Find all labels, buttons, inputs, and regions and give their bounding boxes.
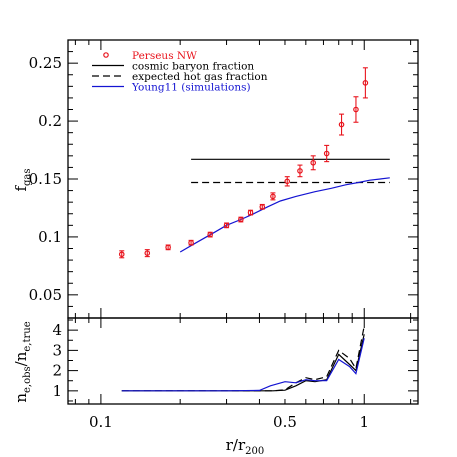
density-bias-panel-frame bbox=[67, 317, 419, 405]
data-point bbox=[144, 250, 151, 256]
legend-label: Perseus NW bbox=[132, 50, 197, 62]
top-y-axis-label-sub: gas bbox=[22, 168, 33, 186]
data-point bbox=[338, 121, 345, 128]
x-tick-label: 1 bbox=[359, 413, 369, 431]
data-point bbox=[118, 251, 125, 258]
y-tick-label: 0.15 bbox=[29, 170, 62, 188]
data-point bbox=[310, 159, 317, 166]
x-tick-label: 0.5 bbox=[273, 413, 297, 431]
data-point bbox=[323, 150, 330, 157]
bottom-y-axis-label-sub1: e,obs bbox=[22, 366, 33, 393]
gas-fraction-marks bbox=[118, 67, 390, 259]
data-point bbox=[207, 231, 213, 238]
density-bias-marks bbox=[121, 325, 365, 392]
data-point bbox=[188, 239, 194, 246]
gas-fraction-panel: 0.05 0.1 0.15 0.2 0.25 bbox=[29, 39, 419, 319]
x-tick-label: 0.1 bbox=[89, 413, 113, 431]
bottom-y-axis-label-n1: n bbox=[12, 393, 30, 403]
y-tick-label: 1 bbox=[52, 382, 62, 400]
y-tick-label: 0.25 bbox=[29, 54, 62, 72]
y-tick-label: 0.1 bbox=[38, 228, 62, 246]
bottom-y-axis-label-slash: /n bbox=[12, 351, 30, 366]
y-tick-label: 0.2 bbox=[38, 112, 62, 130]
data-point bbox=[362, 80, 369, 86]
legend-label: cosmic baryon fraction bbox=[132, 61, 254, 73]
data-point bbox=[223, 222, 230, 229]
x-axis-label-main: r/r bbox=[226, 436, 246, 454]
top-y-axis-label-main: f bbox=[12, 185, 30, 192]
x-axis-label: r/r200 bbox=[226, 436, 265, 457]
data-point bbox=[284, 178, 291, 185]
x-axis-label-sub: 200 bbox=[245, 446, 264, 457]
density-bias-axis-ticks: 1 2 3 4 0.1 0.5 1 bbox=[52, 318, 418, 431]
top-y-axis-label: fgas bbox=[12, 168, 33, 191]
legend-label: Young11 (simulations) bbox=[131, 82, 251, 94]
y-tick-label: 0.05 bbox=[29, 286, 62, 304]
series-line bbox=[179, 177, 390, 253]
data-point bbox=[353, 106, 359, 113]
bottom-y-axis-label-sub2: e,true bbox=[22, 321, 33, 351]
legend-label: expected hot gas fraction bbox=[132, 71, 268, 83]
series-line bbox=[121, 338, 365, 392]
y-tick-label: 3 bbox=[52, 341, 62, 359]
data-point bbox=[238, 216, 244, 223]
data-point bbox=[165, 244, 171, 251]
data-point bbox=[270, 193, 276, 200]
y-tick-label: 2 bbox=[52, 362, 62, 380]
y-tick-label: 4 bbox=[52, 321, 62, 339]
gas-fraction-axis-ticks: 0.05 0.1 0.15 0.2 0.25 bbox=[29, 40, 418, 318]
legend-marker bbox=[103, 52, 109, 58]
bottom-y-axis-label: ne,obs/ne,true bbox=[12, 321, 33, 402]
data-point bbox=[297, 168, 303, 174]
density-bias-panel: 1 2 3 4 0.1 0.5 1 bbox=[52, 317, 419, 431]
data-point bbox=[259, 204, 266, 210]
data-point bbox=[247, 209, 254, 216]
